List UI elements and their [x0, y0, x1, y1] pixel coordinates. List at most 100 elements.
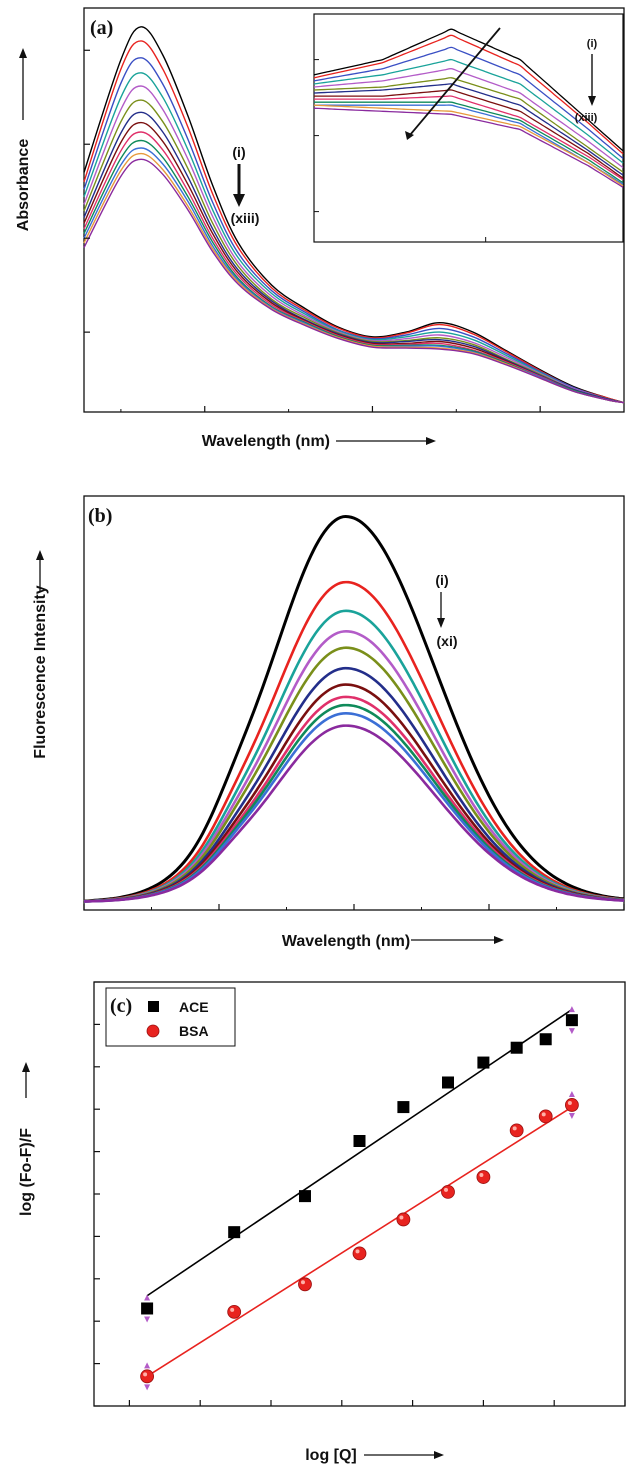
panel-a-series-line	[83, 111, 625, 404]
panel-c-point-bsa	[396, 1212, 411, 1227]
panel-c-point-bsa	[565, 1098, 579, 1112]
panel-c-point-highlight	[444, 1187, 448, 1192]
inset-series-line	[314, 89, 624, 179]
panel-c-y-axis-arrow-head	[22, 1062, 30, 1072]
panel-c-error-marker	[568, 1090, 575, 1097]
panel-c-error-marker	[144, 1362, 151, 1369]
panel-b-series-line	[83, 703, 625, 903]
panel-b-ticks	[83, 904, 625, 910]
panel-c-point-bsa	[352, 1246, 367, 1261]
legend-ace-marker	[148, 1001, 159, 1012]
panel-c-point-highlight	[300, 1280, 305, 1285]
inset-series-line	[313, 28, 624, 152]
panel-c-point-bsa	[298, 1277, 312, 1292]
panel-a-annotation-top: (i)	[232, 144, 245, 160]
panel-b-y-axis-arrow-head	[36, 550, 44, 560]
panel-a-series-line	[83, 158, 625, 404]
panel-b-x-axis-arrow-head	[494, 936, 504, 944]
panel-c-point-bsa	[538, 1109, 553, 1124]
inset-plot-frame	[313, 13, 624, 243]
inset-trend-arrow-head	[405, 131, 414, 140]
panel-a-curves	[83, 26, 625, 404]
inset-series-line	[313, 68, 624, 169]
panel-c-point-highlight	[479, 1173, 484, 1178]
inset-series-line	[314, 95, 624, 181]
inset-series-line	[313, 34, 624, 155]
panel-c-point-ace	[510, 1041, 523, 1054]
panel-c-point-ace	[298, 1190, 311, 1203]
panel-b-series-line	[83, 646, 625, 903]
panel-c-fit-line-bsa	[146, 1106, 573, 1377]
panel-b: (b) (i) (xi) Wavelength (nm) Fluorescenc…	[32, 495, 625, 950]
panel-b-annotation-bottom: (xi)	[437, 633, 458, 649]
panel-a-inset: (i) (xiii)	[313, 13, 624, 243]
panel-c-point-highlight	[541, 1112, 546, 1117]
panel-c-point-ace	[353, 1135, 366, 1147]
panel-c-point-bsa	[227, 1304, 242, 1319]
panel-c-point-ace	[477, 1056, 490, 1069]
legend-box	[105, 987, 236, 1047]
panel-c-point-highlight	[567, 1100, 572, 1105]
panel-b-y-axis-label: Fluorescence Intensity	[32, 585, 49, 758]
panel-c-error-marker	[568, 1028, 575, 1035]
panel-a-y-axis-arrow-head	[19, 48, 27, 58]
legend-bsa-label: BSA	[179, 1023, 209, 1039]
inset-trend-arrow	[409, 27, 501, 136]
panel-a-series-line	[83, 57, 625, 404]
panel-c-x-axis-arrow-head	[434, 1451, 444, 1459]
panel-c-point-highlight	[143, 1372, 148, 1377]
inset-arrow-head	[588, 96, 596, 106]
legend-ace-label: ACE	[179, 999, 209, 1015]
panel-c-point-ace	[141, 1302, 154, 1315]
panel-c-point-highlight	[230, 1307, 235, 1312]
panel-b-label: (b)	[88, 505, 112, 527]
panel-c-point-highlight	[355, 1249, 360, 1254]
panel-c-label: (c)	[110, 995, 132, 1017]
panel-c-point-bsa	[476, 1170, 491, 1184]
panel-c-error-marker	[568, 1112, 575, 1119]
panel-b-series-line	[83, 609, 625, 903]
panel-b-series-line	[83, 724, 625, 903]
panel-b-annotation-top: (i)	[435, 572, 448, 588]
inset-curves	[313, 28, 624, 188]
panel-c-point-ace	[539, 1033, 552, 1046]
panel-a-label: (a)	[90, 17, 113, 39]
panel-a-series-line	[83, 72, 625, 404]
panel-c-point-highlight	[399, 1215, 404, 1220]
inset-series-line	[313, 83, 624, 176]
panel-a-ticks	[84, 49, 625, 412]
panel-a: (a) (i) (xiii) Wavelength (nm) Absorbanc…	[15, 7, 625, 450]
panel-a-x-axis-arrow-head	[426, 437, 436, 445]
panel-c-point-ace	[228, 1226, 241, 1239]
panel-a-series-line	[83, 40, 625, 404]
panel-c-ticks	[94, 981, 626, 1407]
panel-b-series-line	[83, 515, 625, 903]
panel-b-series-line	[83, 666, 625, 903]
panel-c-error-marker	[144, 1294, 151, 1301]
panel-a-series-line	[83, 85, 625, 404]
panel-c-error-marker	[568, 1006, 575, 1013]
inset-annotation-bottom: (xiii)	[575, 112, 598, 124]
panel-b-x-axis-label: Wavelength (nm)	[282, 933, 410, 950]
panel-a-series-line	[83, 26, 625, 404]
panel-a-arrow-head	[233, 194, 245, 207]
panel-c-error-marker	[144, 1316, 151, 1323]
panel-c-point-bsa	[441, 1184, 455, 1199]
panel-c-legend: (c) ACE BSA	[105, 987, 236, 1047]
panel-b-arrow-head	[437, 618, 445, 628]
inset-series-line	[313, 46, 624, 159]
legend-bsa-marker	[146, 1024, 160, 1038]
panel-c-point-ace	[565, 1014, 578, 1027]
panel-c-point-highlight	[512, 1126, 517, 1131]
inset-series-line	[313, 77, 624, 173]
inset-series-line	[313, 104, 624, 187]
panel-c-point-bsa	[140, 1369, 155, 1384]
panel-c-point-bsa	[509, 1123, 524, 1138]
panel-c-error-marker	[144, 1384, 151, 1391]
panel-c-point-ace	[397, 1101, 410, 1114]
panel-c: (c) ACE BSA log [Q] log (Fo-F)/F	[18, 981, 626, 1464]
panel-a-annotation-bottom: (xiii)	[231, 210, 260, 226]
panel-b-plot-frame	[83, 495, 625, 911]
panel-a-series-line	[83, 99, 625, 404]
